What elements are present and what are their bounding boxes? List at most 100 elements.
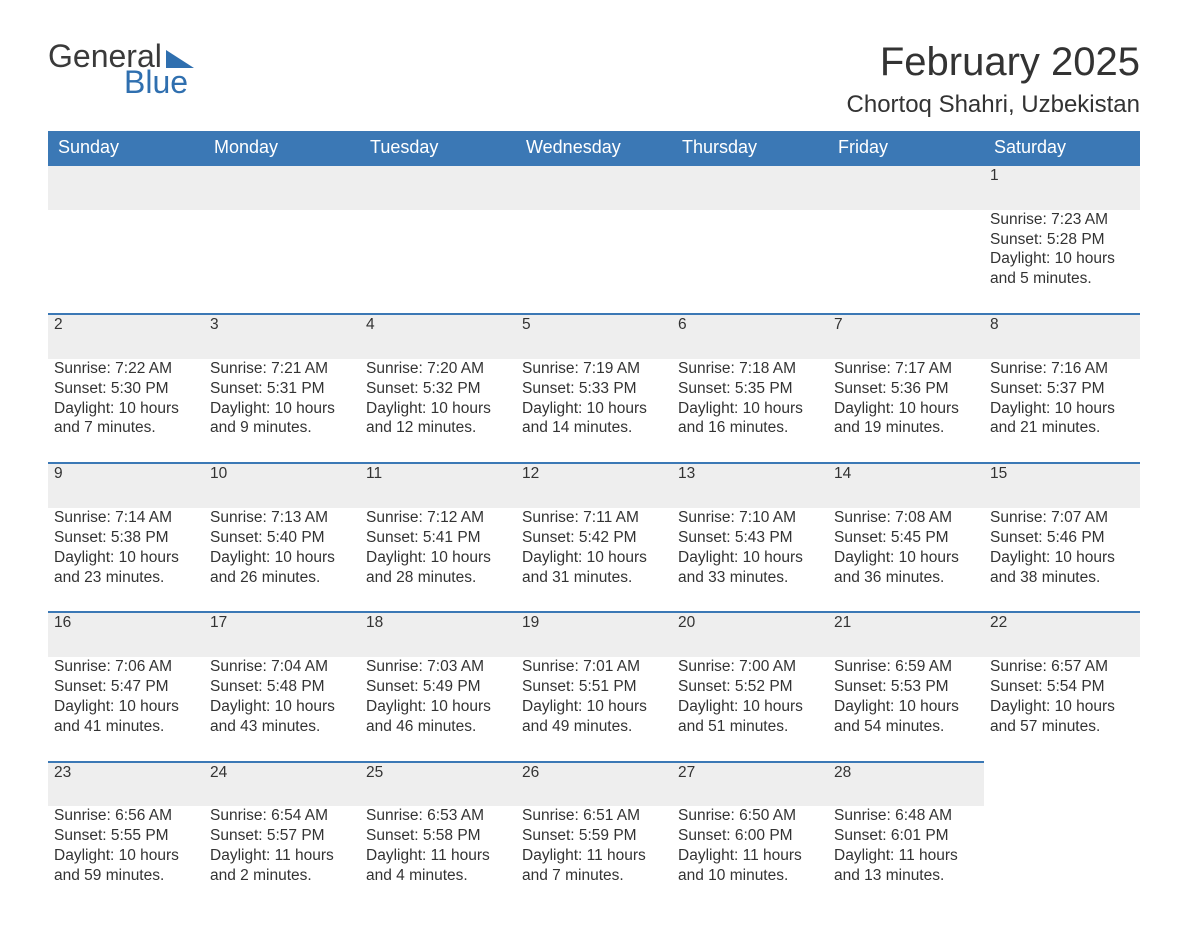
day-number: 19 [516,612,672,657]
sunrise-text: Sunrise: 7:01 AM [522,657,666,677]
empty-cell [672,210,828,314]
sunrise-text: Sunrise: 7:13 AM [210,508,354,528]
day-cell: Sunrise: 6:56 AMSunset: 5:55 PMDaylight:… [48,806,204,909]
daylight-text: Daylight: 10 hours and 54 minutes. [834,697,978,737]
day-number: 22 [984,612,1140,657]
empty-cell [516,210,672,314]
sunrise-text: Sunrise: 7:07 AM [990,508,1134,528]
day-header: Sunday [48,131,204,165]
empty-daynum [516,165,672,210]
sunset-text: Sunset: 5:54 PM [990,677,1134,697]
sunrise-text: Sunrise: 7:17 AM [834,359,978,379]
daylight-text: Daylight: 10 hours and 9 minutes. [210,399,354,439]
day-cell: Sunrise: 7:22 AMSunset: 5:30 PMDaylight:… [48,359,204,463]
day-header: Thursday [672,131,828,165]
day-cell: Sunrise: 7:16 AMSunset: 5:37 PMDaylight:… [984,359,1140,463]
empty-cell [204,210,360,314]
sunset-text: Sunset: 5:45 PM [834,528,978,548]
day-number: 25 [360,762,516,807]
daylight-text: Daylight: 10 hours and 31 minutes. [522,548,666,588]
content-row: Sunrise: 6:56 AMSunset: 5:55 PMDaylight:… [48,806,1140,909]
sunset-text: Sunset: 5:52 PM [678,677,822,697]
day-number: 18 [360,612,516,657]
daylight-text: Daylight: 10 hours and 38 minutes. [990,548,1134,588]
sunset-text: Sunset: 5:47 PM [54,677,198,697]
sunrise-text: Sunrise: 7:11 AM [522,508,666,528]
sunset-text: Sunset: 5:38 PM [54,528,198,548]
day-header: Tuesday [360,131,516,165]
sunset-text: Sunset: 5:51 PM [522,677,666,697]
empty-daynum [984,762,1140,807]
sunset-text: Sunset: 5:46 PM [990,528,1134,548]
sunrise-text: Sunrise: 6:48 AM [834,806,978,826]
daylight-text: Daylight: 10 hours and 26 minutes. [210,548,354,588]
sunrise-text: Sunrise: 7:00 AM [678,657,822,677]
sunset-text: Sunset: 5:40 PM [210,528,354,548]
daylight-text: Daylight: 10 hours and 19 minutes. [834,399,978,439]
sunset-text: Sunset: 5:41 PM [366,528,510,548]
location: Chortoq Shahri, Uzbekistan [847,91,1140,119]
day-number: 5 [516,314,672,359]
daylight-text: Daylight: 10 hours and 41 minutes. [54,697,198,737]
day-cell: Sunrise: 7:08 AMSunset: 5:45 PMDaylight:… [828,508,984,612]
sunset-text: Sunset: 5:30 PM [54,379,198,399]
sunrise-text: Sunrise: 6:59 AM [834,657,978,677]
daylight-text: Daylight: 10 hours and 57 minutes. [990,697,1134,737]
day-cell: Sunrise: 6:48 AMSunset: 6:01 PMDaylight:… [828,806,984,909]
sunset-text: Sunset: 5:57 PM [210,826,354,846]
sunrise-text: Sunrise: 6:50 AM [678,806,822,826]
sunset-text: Sunset: 5:31 PM [210,379,354,399]
sunset-text: Sunset: 5:49 PM [366,677,510,697]
day-number: 6 [672,314,828,359]
day-number: 27 [672,762,828,807]
month-title: February 2025 [847,40,1140,85]
empty-cell [984,806,1140,909]
logo-word-blue: Blue [124,66,194,98]
daynum-row: 16171819202122 [48,612,1140,657]
sunrise-text: Sunrise: 7:21 AM [210,359,354,379]
content-row: Sunrise: 7:23 AMSunset: 5:28 PMDaylight:… [48,210,1140,314]
sunrise-text: Sunrise: 7:23 AM [990,210,1134,230]
day-cell: Sunrise: 7:19 AMSunset: 5:33 PMDaylight:… [516,359,672,463]
content-row: Sunrise: 7:22 AMSunset: 5:30 PMDaylight:… [48,359,1140,463]
day-cell: Sunrise: 7:06 AMSunset: 5:47 PMDaylight:… [48,657,204,761]
daynum-row: 1 [48,165,1140,210]
day-header-row: Sunday Monday Tuesday Wednesday Thursday… [48,131,1140,165]
content-row: Sunrise: 7:14 AMSunset: 5:38 PMDaylight:… [48,508,1140,612]
daylight-text: Daylight: 11 hours and 7 minutes. [522,846,666,886]
content-row: Sunrise: 7:06 AMSunset: 5:47 PMDaylight:… [48,657,1140,761]
empty-cell [48,210,204,314]
day-number: 8 [984,314,1140,359]
day-cell: Sunrise: 6:53 AMSunset: 5:58 PMDaylight:… [360,806,516,909]
daylight-text: Daylight: 10 hours and 51 minutes. [678,697,822,737]
sunrise-text: Sunrise: 7:12 AM [366,508,510,528]
day-cell: Sunrise: 7:11 AMSunset: 5:42 PMDaylight:… [516,508,672,612]
day-number: 2 [48,314,204,359]
day-number: 20 [672,612,828,657]
daylight-text: Daylight: 10 hours and 46 minutes. [366,697,510,737]
empty-daynum [672,165,828,210]
daylight-text: Daylight: 10 hours and 28 minutes. [366,548,510,588]
daylight-text: Daylight: 10 hours and 49 minutes. [522,697,666,737]
daylight-text: Daylight: 10 hours and 12 minutes. [366,399,510,439]
day-cell: Sunrise: 7:00 AMSunset: 5:52 PMDaylight:… [672,657,828,761]
empty-daynum [48,165,204,210]
daylight-text: Daylight: 10 hours and 16 minutes. [678,399,822,439]
day-number: 28 [828,762,984,807]
day-cell: Sunrise: 7:01 AMSunset: 5:51 PMDaylight:… [516,657,672,761]
day-number: 3 [204,314,360,359]
sunset-text: Sunset: 5:55 PM [54,826,198,846]
day-cell: Sunrise: 7:12 AMSunset: 5:41 PMDaylight:… [360,508,516,612]
daylight-text: Daylight: 11 hours and 2 minutes. [210,846,354,886]
empty-daynum [204,165,360,210]
day-number: 24 [204,762,360,807]
daylight-text: Daylight: 10 hours and 36 minutes. [834,548,978,588]
day-header: Monday [204,131,360,165]
logo: General Blue [48,40,194,98]
sunset-text: Sunset: 5:32 PM [366,379,510,399]
sunset-text: Sunset: 6:01 PM [834,826,978,846]
day-number: 14 [828,463,984,508]
sunrise-text: Sunrise: 7:19 AM [522,359,666,379]
day-number: 15 [984,463,1140,508]
header: General Blue February 2025 Chortoq Shahr… [48,40,1140,119]
